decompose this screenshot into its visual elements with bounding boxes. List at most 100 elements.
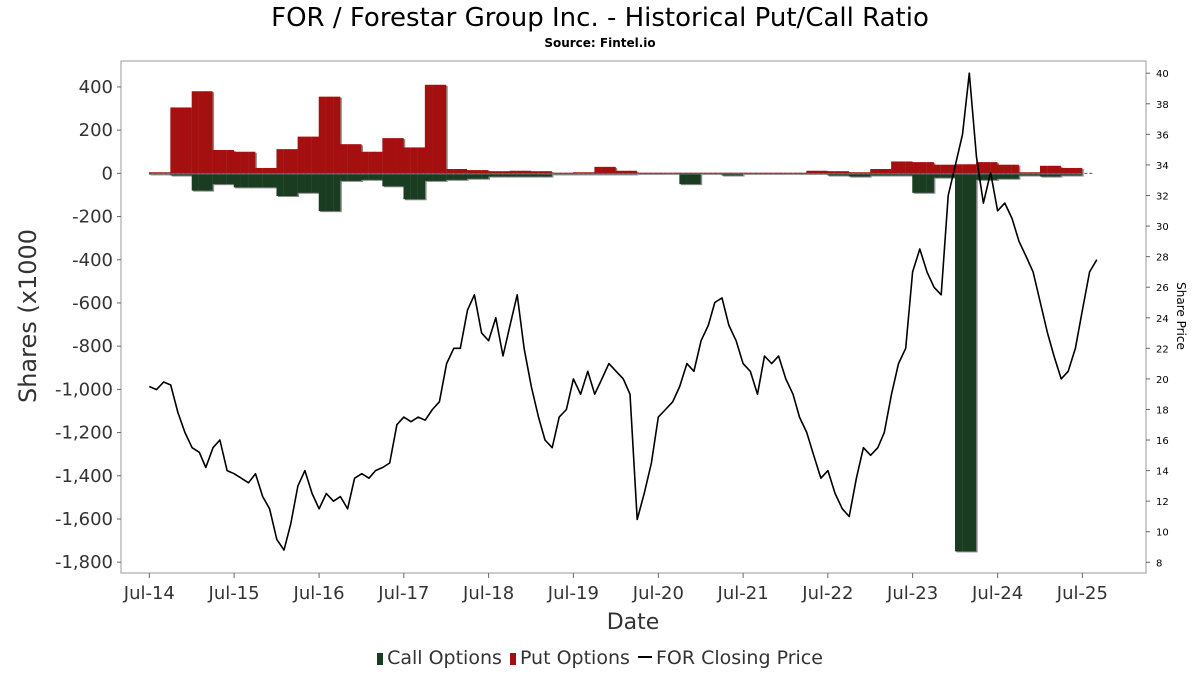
bar-put-shadow (765, 173, 773, 175)
bar-put (785, 172, 793, 174)
y-tick-label: 0 (102, 163, 113, 184)
bar-put-shadow (673, 173, 682, 175)
bar-put (947, 164, 956, 174)
bar-call (1011, 173, 1019, 179)
bar-put (439, 84, 447, 174)
bar-put (764, 172, 772, 174)
bar-put (361, 151, 369, 174)
bar-put (679, 172, 687, 174)
bar-call (735, 173, 743, 176)
y2-tick-label: 32 (1156, 191, 1169, 202)
bar-call (947, 173, 956, 178)
bar-call (721, 173, 729, 176)
bar-put (940, 164, 949, 174)
bar-put (587, 172, 595, 174)
bar-call (340, 173, 348, 181)
bar-call (262, 173, 270, 188)
bar-call-shadow (758, 174, 766, 175)
bar-call (184, 173, 192, 176)
x-axis-title: Date (607, 610, 660, 635)
bar-put (311, 136, 319, 174)
bar-put (870, 169, 878, 174)
y-tick-label: -600 (72, 293, 113, 314)
y-axis-title: Shares (x1000 (14, 229, 42, 403)
bar-call (693, 173, 701, 185)
bar-put (191, 91, 199, 174)
bar-put-shadow (751, 173, 759, 175)
bar-put (573, 172, 581, 174)
bar-put (453, 169, 461, 174)
x-tick-label: Jul-23 (886, 583, 938, 604)
bar-call (926, 173, 934, 193)
bar-put (898, 161, 906, 174)
bar-put (474, 170, 482, 174)
bar-call (417, 173, 426, 200)
y2-tick-label: 22 (1156, 344, 1169, 355)
bar-put (601, 166, 609, 174)
bar-put (1060, 167, 1069, 174)
bar-call-shadow (659, 174, 667, 175)
bar-call (375, 173, 383, 180)
bar-call (891, 173, 899, 176)
x-tick-label: Jul-19 (547, 583, 599, 604)
bar-call-shadow (772, 174, 781, 175)
bar-put-shadow (659, 173, 667, 175)
bar-call (1032, 173, 1040, 176)
bar-call-shadow (666, 174, 674, 175)
bar-call (233, 173, 241, 188)
y-tick-label: -1,600 (55, 509, 113, 530)
bar-call-shadow (814, 174, 823, 175)
bar-put (856, 172, 864, 174)
bar-put-shadow (715, 173, 724, 175)
bar-put (446, 169, 454, 174)
bar-put (177, 107, 185, 174)
legend-label-price: FOR Closing Price (655, 647, 823, 669)
bar-put (827, 171, 835, 174)
bar-call-shadow (779, 174, 787, 175)
bar-call-shadow (800, 174, 808, 175)
bar-put (523, 170, 531, 174)
bar-call (912, 173, 920, 193)
x-tick-label: Jul-25 (1056, 583, 1108, 604)
y2-tick-label: 20 (1156, 375, 1169, 386)
bar-call (1025, 173, 1034, 176)
bar-call (205, 173, 213, 191)
bar-put (877, 169, 885, 174)
bar-put (333, 96, 341, 174)
bar-put-shadow (709, 173, 717, 175)
bar-call (396, 173, 404, 187)
bar-put (432, 84, 440, 174)
bar-call (1075, 173, 1083, 176)
bar-call-shadow (638, 174, 646, 175)
bar-call (530, 173, 539, 177)
y-tick-label: -1,800 (55, 552, 113, 573)
bar-put (276, 149, 284, 174)
bar-call (191, 173, 199, 191)
bar-put (608, 166, 616, 174)
right-axis: 40 38 36 34 32 30 28 26 24 22 20 18 16 14 12 10 8 (1146, 69, 1169, 569)
bar-put (375, 151, 383, 174)
bar-call (877, 173, 885, 176)
y2-tick-label: 12 (1156, 497, 1169, 508)
bar-call (439, 173, 447, 181)
bar-put (848, 172, 857, 174)
bar-put (509, 170, 517, 174)
bar-put (396, 138, 404, 174)
bar-call (368, 173, 376, 180)
bar-call (226, 173, 234, 185)
bar-put (962, 164, 970, 174)
bar-put (347, 144, 355, 174)
bar-put (643, 172, 652, 174)
x-tick-label: Jul-24 (971, 583, 1023, 604)
bar-put (205, 91, 213, 174)
bar-put-shadow (758, 173, 766, 175)
bar-put (997, 164, 1005, 174)
bar-put-shadow (645, 173, 653, 175)
y-tick-label: -1,000 (55, 379, 113, 400)
bar-put (290, 149, 298, 174)
bar-call-shadow (751, 174, 759, 175)
legend-swatch-price (637, 656, 652, 658)
bar-put (304, 136, 312, 174)
bar-put-shadow (638, 173, 646, 175)
bar-put-shadow (702, 173, 710, 175)
